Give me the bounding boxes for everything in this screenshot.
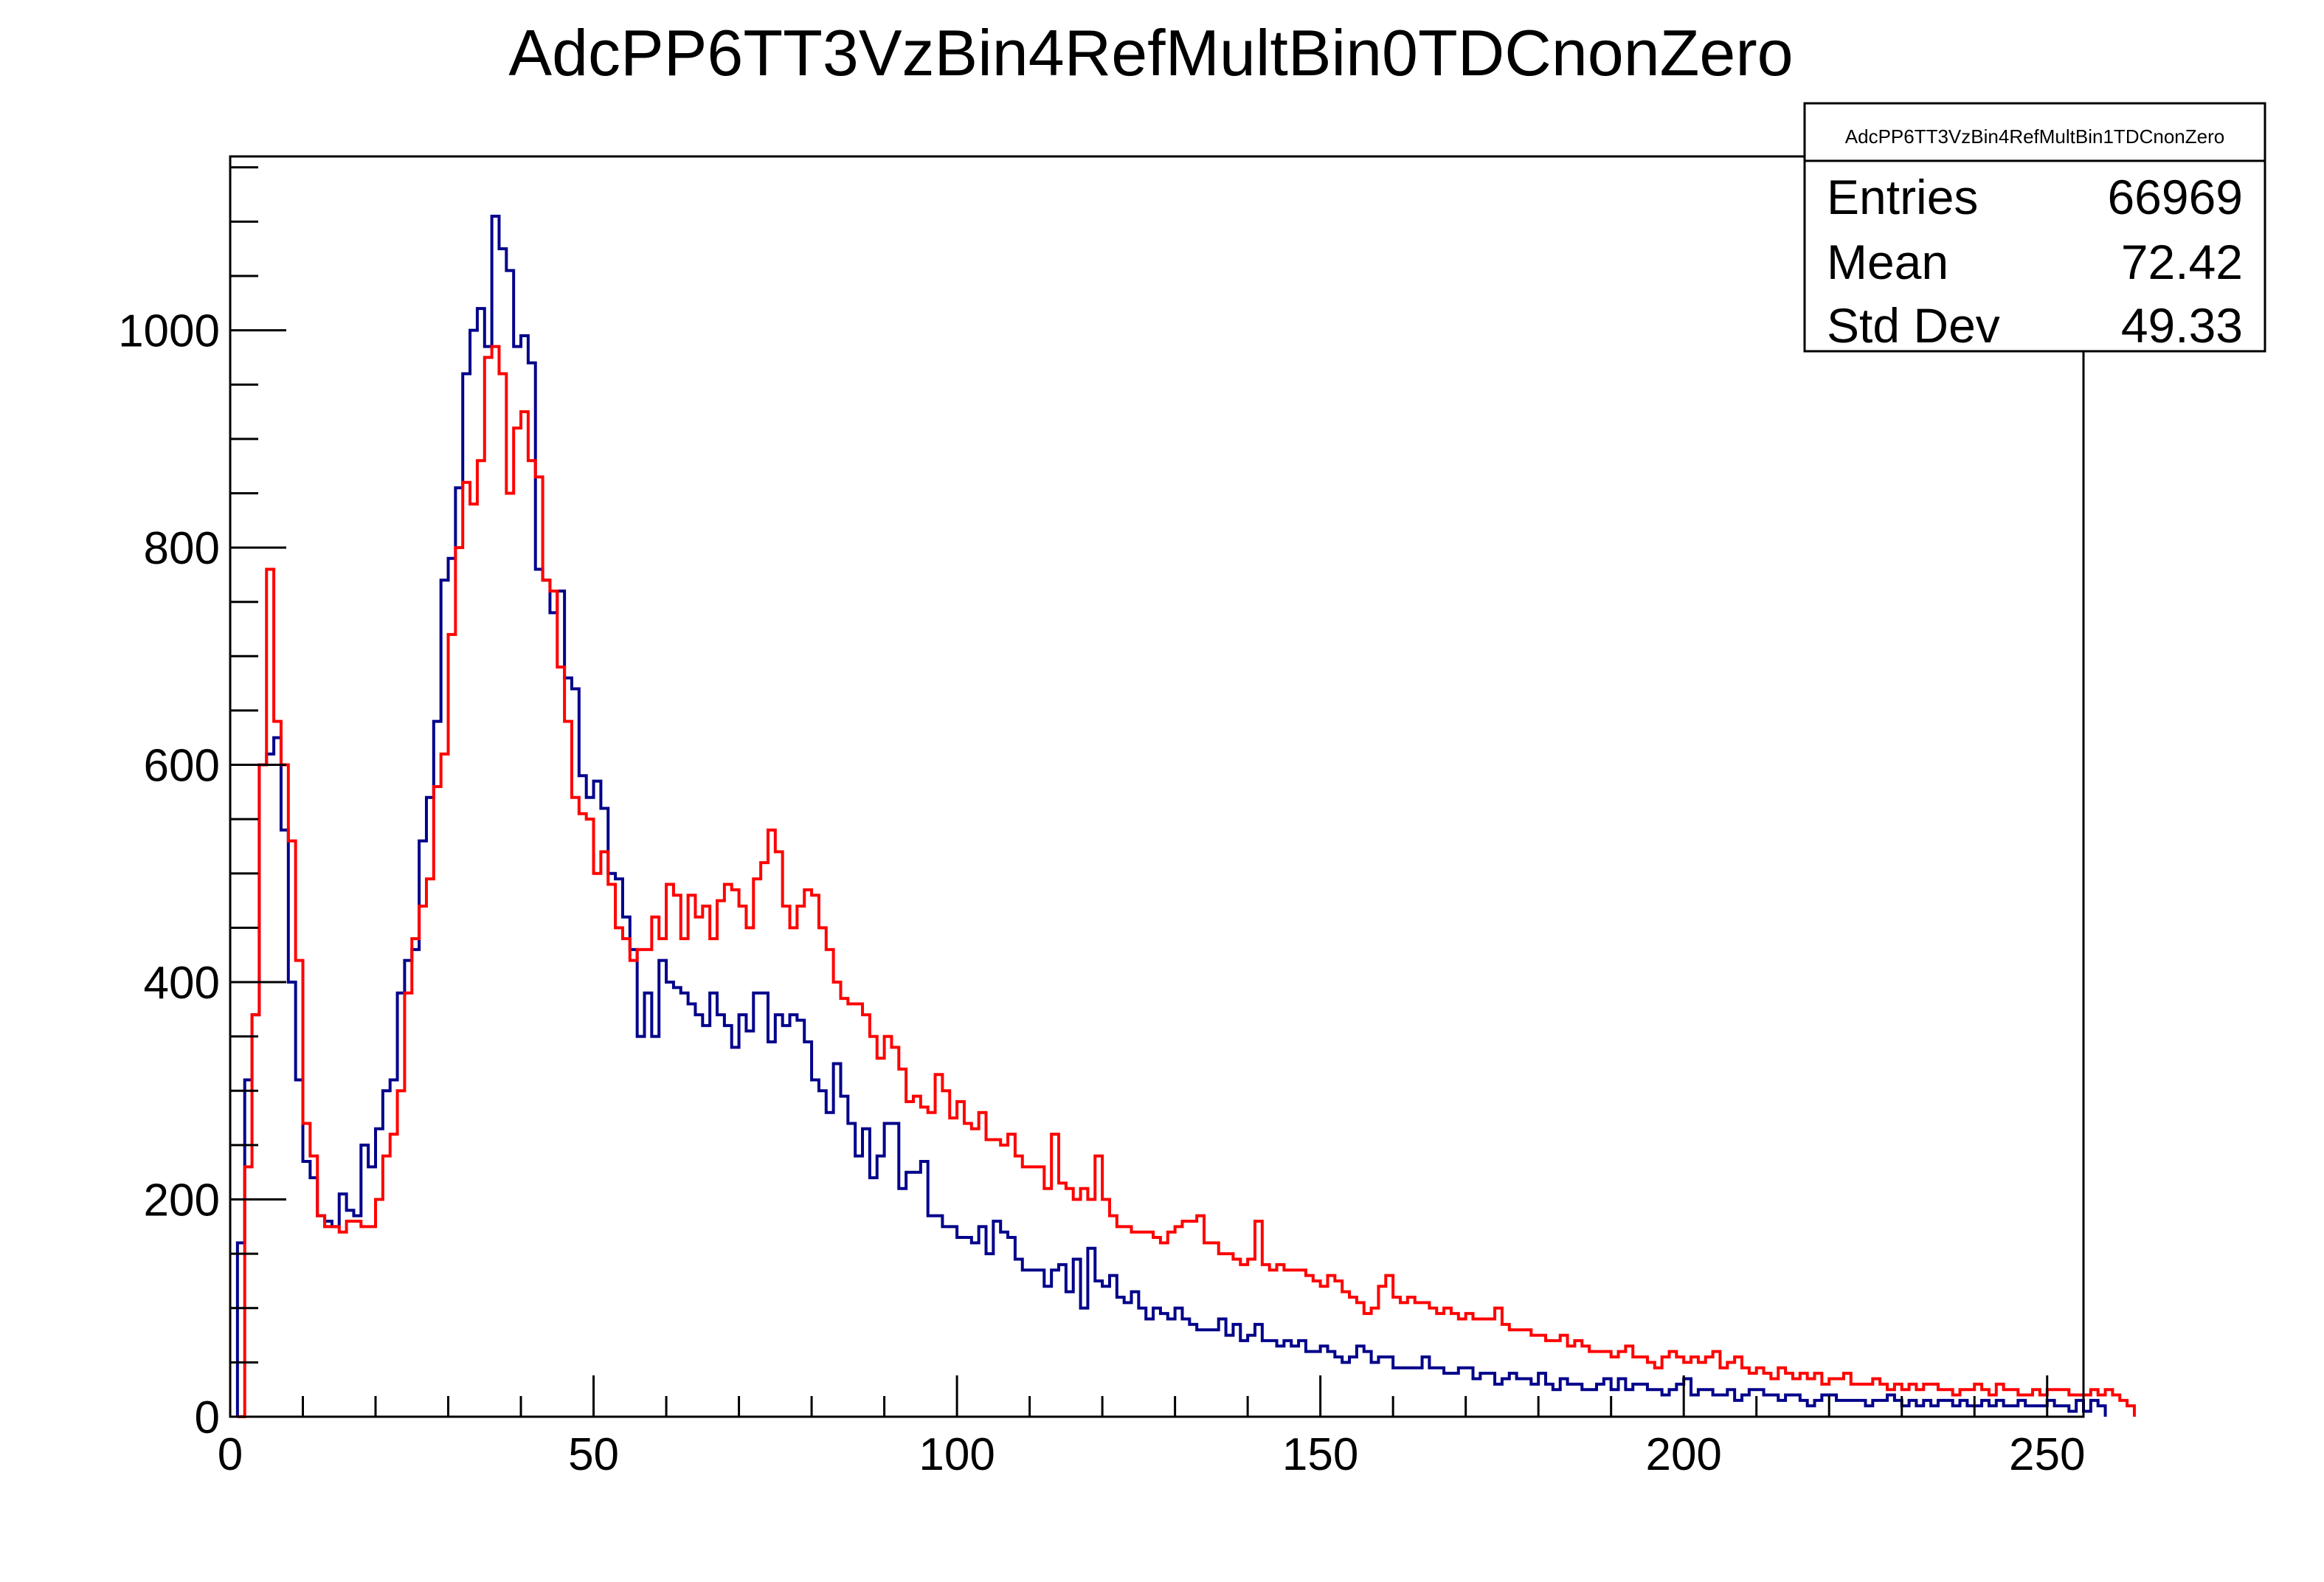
stats-box: AdcPP6TT3VzBin4RefMultBin1TDCnonZero Ent… [1803,102,2266,353]
stats-stddev-value: 49.33 [2121,298,2243,353]
y-tick-label: 400 [144,958,220,1009]
stats-mean-value: 72.42 [2121,235,2243,289]
x-tick-label: 150 [1282,1429,1358,1480]
x-tick-label: 200 [1645,1429,1721,1480]
x-tick-label: 250 [2009,1429,2085,1480]
histogram-series-1 [237,345,2136,1418]
y-tick-label: 800 [144,523,220,574]
stats-mean-label: Mean [1827,235,1948,289]
histogram-series-0 [235,214,2107,1417]
axis-layer: 0 50 100 150 200 250 0 200 400 600 800 1000 [118,166,2085,1480]
x-tick-label: 100 [919,1429,995,1480]
stats-box-frame [1803,102,2266,353]
stats-entries-value: 66969 [2107,170,2243,224]
y-tick-label: 600 [144,741,220,792]
y-tick-label: 0 [195,1392,220,1443]
chart-title: AdcPP6TT3VzBin4RefMultBin0TDCnonZero [508,16,1793,89]
x-tick-label: 50 [568,1429,619,1480]
plot-frame [229,155,2085,1418]
stats-entries-label: Entries [1827,170,1978,224]
x-tick-label: 0 [218,1429,243,1480]
stats-box-title: AdcPP6TT3VzBin4RefMultBin1TDCnonZero [1845,125,2224,148]
y-tick-label: 200 [144,1175,220,1226]
stats-stddev-label: Std Dev [1827,298,2000,353]
y-tick-label: 1000 [118,306,220,357]
histogram-series-layer [235,214,2136,1418]
